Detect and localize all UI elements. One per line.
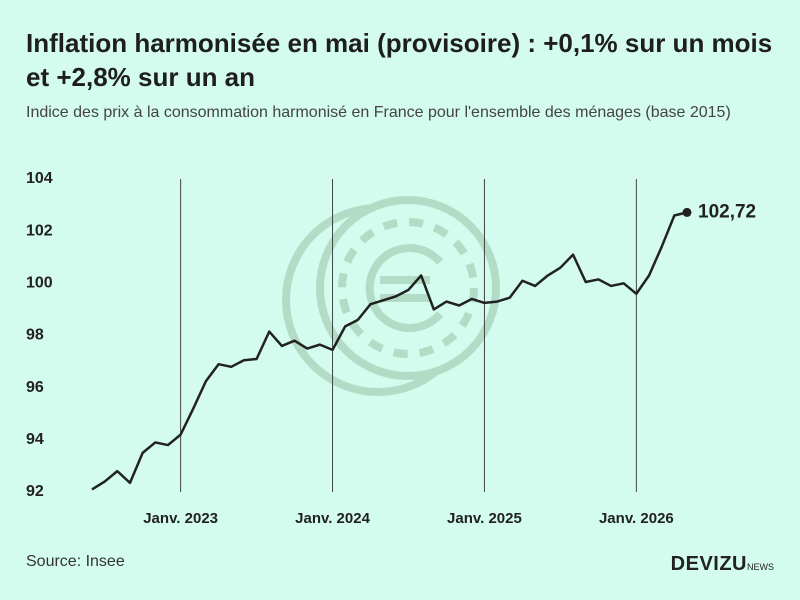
x-tick-label: Janv. 2025 xyxy=(447,510,522,527)
series-line xyxy=(91,211,688,491)
brand-suffix: NEWS xyxy=(747,562,774,572)
source: Source: Insee xyxy=(26,553,125,570)
y-tick-label: 100 xyxy=(26,275,53,292)
data-label: 102,72 xyxy=(698,201,756,222)
y-tick-label: 92 xyxy=(26,483,44,500)
coin-watermark xyxy=(282,196,500,396)
y-tick-label: 98 xyxy=(26,327,44,344)
y-tick-label: 96 xyxy=(26,379,44,396)
brand-name: DEVIZU xyxy=(670,553,747,575)
chart-subtitle: Indice des prix à la consommation harmon… xyxy=(26,104,731,121)
y-tick-label: 104 xyxy=(26,170,53,187)
chart-title: Inflation harmonisée en mai (provisoire)… xyxy=(26,28,773,92)
y-tick-label: 102 xyxy=(26,222,53,239)
brand: DEVIZUNEWS xyxy=(671,553,774,576)
y-tick-label: 94 xyxy=(26,431,44,448)
x-tick-label: Janv. 2023 xyxy=(143,510,218,527)
end-point xyxy=(682,207,692,217)
x-tick-label: Janv. 2024 xyxy=(295,510,370,527)
x-tick-label: Janv. 2026 xyxy=(599,510,674,527)
